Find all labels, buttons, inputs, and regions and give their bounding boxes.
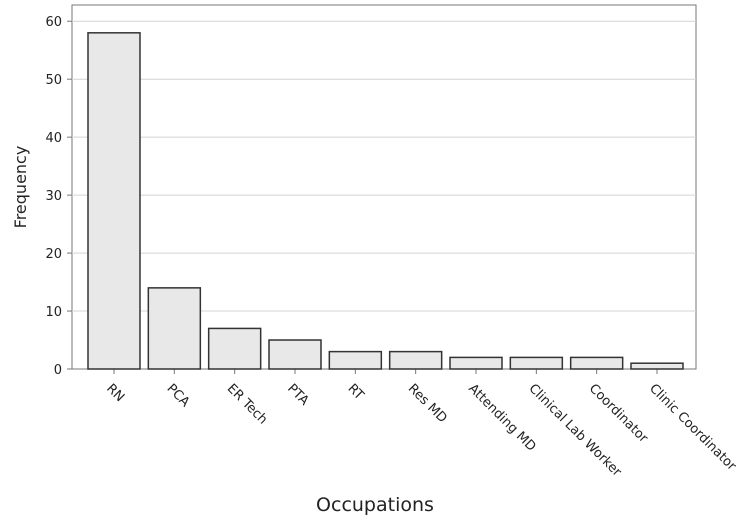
y-tick-label: 20 bbox=[45, 247, 62, 262]
y-tick-label: 50 bbox=[45, 73, 62, 88]
y-tick-label: 30 bbox=[45, 189, 62, 204]
x-tick-label: RN bbox=[103, 381, 127, 405]
x-tick-label: RT bbox=[345, 381, 367, 403]
bar bbox=[147, 287, 202, 370]
bar bbox=[328, 350, 383, 370]
y-tick-label: 60 bbox=[45, 15, 62, 30]
plot-frame bbox=[71, 4, 697, 370]
y-tick-label: 40 bbox=[45, 131, 62, 146]
y-axis-label: Frequency bbox=[11, 146, 30, 229]
y-tick-label: 0 bbox=[54, 363, 62, 378]
bar bbox=[87, 32, 141, 370]
x-tick-label: ER Tech bbox=[224, 381, 270, 427]
y-tick-label: 10 bbox=[45, 305, 62, 320]
bar bbox=[569, 356, 624, 370]
bar bbox=[509, 356, 564, 370]
bar bbox=[207, 327, 262, 370]
x-tick-label: Coordinator bbox=[586, 381, 651, 446]
x-tick-label: PCA bbox=[164, 381, 193, 410]
bar bbox=[630, 362, 684, 370]
x-tick-label: PTA bbox=[284, 381, 311, 408]
bar bbox=[268, 339, 322, 370]
x-tick-label: Clinic Coordinator bbox=[646, 381, 739, 474]
bar bbox=[449, 356, 503, 370]
x-axis-label: Occupations bbox=[316, 494, 434, 516]
bar bbox=[388, 350, 443, 370]
x-tick-label: Res MD bbox=[405, 381, 450, 426]
